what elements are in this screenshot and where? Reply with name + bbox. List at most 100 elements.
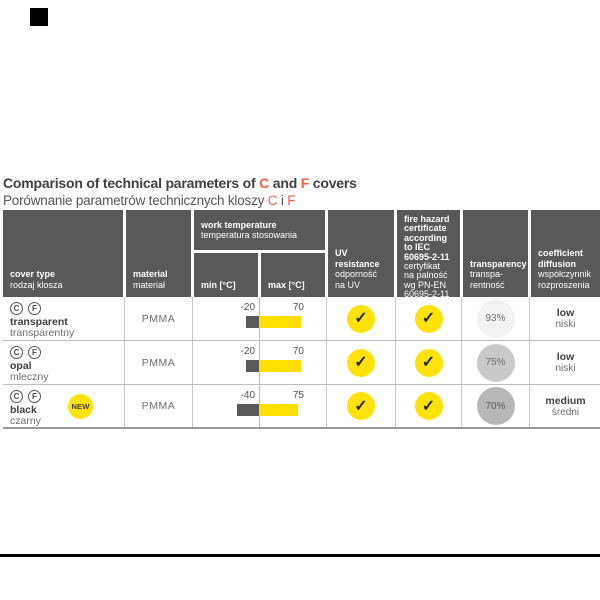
header-material-en: material bbox=[133, 269, 168, 279]
f-type-icon: F bbox=[28, 346, 41, 359]
cf-badges: C F bbox=[10, 302, 123, 315]
header-coefficient: coefficient diffusion współczynnik rozpr… bbox=[531, 210, 600, 297]
divider bbox=[326, 297, 327, 340]
uv-resistance-cell: ✓ bbox=[328, 341, 394, 384]
title-c: C bbox=[259, 175, 270, 191]
divider bbox=[192, 385, 193, 427]
header-transparency-pl: transpa- rentność bbox=[470, 269, 505, 290]
header-coefficient-en: coefficient diffusion bbox=[538, 248, 584, 269]
cf-badges: C F bbox=[10, 390, 123, 403]
uv-resistance-cell: ✓ bbox=[328, 385, 394, 427]
table-row-black: C F black czarny NEW PMMA -40 75 ✓ ✓ bbox=[3, 385, 600, 429]
cover-name-cell: C F opal mleczny bbox=[3, 341, 123, 384]
coefficient-en: medium bbox=[545, 394, 586, 407]
header-fire-certificate: fire hazard certificate according to IEC… bbox=[397, 210, 460, 300]
title-suffix: covers bbox=[309, 175, 357, 191]
cover-name-pl: czarny bbox=[10, 415, 41, 427]
header-coefficient-pl: współczynnik rozproszenia bbox=[538, 269, 592, 290]
table-row-transparent: C F transparent transparentny PMMA -20 7… bbox=[3, 297, 600, 341]
header-material-pl: materiał bbox=[133, 279, 166, 290]
temp-max-value: 70 bbox=[292, 346, 304, 357]
cover-name-en: opal bbox=[10, 360, 32, 372]
header-work-temperature-en: work temperature bbox=[201, 219, 277, 230]
work-temperature-cell: -40 75 bbox=[194, 385, 325, 427]
coefficient-en: low bbox=[556, 351, 575, 363]
header-fire-pl: certyfikat na palność wg PN-EN 60695-2-1… bbox=[404, 261, 450, 300]
temp-bar-min bbox=[246, 360, 259, 372]
cf-badges: C F bbox=[10, 346, 123, 359]
temp-min-value: -40 bbox=[240, 390, 255, 401]
divider bbox=[395, 385, 396, 427]
subtitle-f: F bbox=[287, 193, 296, 208]
comparison-table: cover type rodzaj klosza material materi… bbox=[3, 210, 600, 429]
bottom-rule bbox=[0, 554, 600, 557]
subtitle-mid: i bbox=[277, 193, 288, 208]
divider bbox=[529, 341, 530, 384]
header-temp-max: max [°C] bbox=[261, 253, 325, 297]
temp-max-value: 75 bbox=[292, 390, 304, 401]
header-transparency: transparency transpa- rentność bbox=[463, 210, 528, 297]
title-f: F bbox=[300, 175, 310, 191]
header-uv-resistance: UV resistance odporność na UV bbox=[328, 210, 394, 297]
temp-max-value: 70 bbox=[292, 302, 304, 313]
c-type-icon: C bbox=[10, 302, 23, 315]
coefficient-pl: średni bbox=[551, 406, 580, 418]
check-icon: ✓ bbox=[347, 392, 375, 420]
page-subtitle: Porównanie parametrów technicznych klosz… bbox=[3, 193, 597, 208]
divider bbox=[124, 385, 125, 427]
check-icon: ✓ bbox=[414, 392, 443, 420]
table-row-opal: C F opal mleczny PMMA -20 70 ✓ ✓ 75% bbox=[3, 341, 600, 385]
transparency-value: 93% bbox=[476, 299, 515, 338]
title-prefix: Comparison of technical parameters of bbox=[3, 175, 260, 191]
header-cover-type-en: cover type bbox=[10, 269, 56, 279]
coefficient-cell: low niski bbox=[531, 297, 600, 340]
corner-mark bbox=[30, 8, 48, 26]
cover-name-pl: transparentny bbox=[10, 327, 75, 339]
coefficient-cell: medium średni bbox=[531, 385, 600, 427]
divider bbox=[124, 297, 125, 340]
divider bbox=[461, 341, 462, 384]
work-temperature-cell: -20 70 bbox=[194, 297, 325, 340]
divider bbox=[529, 297, 530, 340]
cover-name-cell: C F transparent transparentny bbox=[3, 297, 123, 340]
f-type-icon: F bbox=[28, 302, 41, 315]
coefficient-en: low bbox=[556, 307, 575, 319]
divider bbox=[124, 341, 125, 384]
fire-certificate-cell: ✓ bbox=[397, 385, 460, 427]
coefficient-pl: niski bbox=[555, 363, 576, 374]
temp-bar-max bbox=[259, 404, 298, 416]
transparency-cell: 70% bbox=[463, 385, 528, 427]
new-badge: NEW bbox=[68, 394, 93, 419]
temp-min-value: -20 bbox=[240, 346, 255, 357]
temp-min-value: -20 bbox=[240, 302, 255, 313]
table-body: C F transparent transparentny PMMA -20 7… bbox=[3, 297, 600, 429]
check-icon: ✓ bbox=[414, 348, 443, 377]
coefficient-pl: niski bbox=[555, 319, 576, 330]
uv-resistance-cell: ✓ bbox=[328, 297, 394, 340]
check-icon: ✓ bbox=[347, 348, 375, 377]
transparency-value: 70% bbox=[476, 387, 515, 425]
header-material: material materiał bbox=[126, 210, 191, 297]
divider bbox=[192, 297, 193, 340]
transparency-value: 75% bbox=[476, 343, 515, 382]
subtitle-c: C bbox=[267, 193, 278, 208]
cover-name-cell: C F black czarny NEW bbox=[3, 385, 123, 427]
divider bbox=[461, 297, 462, 340]
temp-bar-max bbox=[259, 360, 301, 372]
subtitle-prefix: Porównanie parametrów technicznych klosz… bbox=[3, 193, 268, 208]
c-type-icon: C bbox=[10, 346, 23, 359]
header-transparency-en: transparency bbox=[470, 258, 527, 269]
material-cell: PMMA bbox=[141, 356, 176, 369]
header-cover-type-pl: rodzaj klosza bbox=[10, 279, 63, 290]
coefficient-cell: low niski bbox=[531, 341, 600, 384]
fire-certificate-cell: ✓ bbox=[397, 341, 460, 384]
c-type-icon: C bbox=[10, 390, 23, 403]
divider bbox=[326, 385, 327, 427]
transparency-cell: 75% bbox=[463, 341, 528, 384]
header-fire-en: fire hazard certificate according to IEC… bbox=[404, 214, 450, 262]
cover-name-en: black bbox=[10, 404, 37, 416]
work-temperature-cell: -20 70 bbox=[194, 341, 325, 384]
header-work-temperature: work temperature temperatura stosowania bbox=[194, 210, 325, 250]
divider bbox=[395, 341, 396, 384]
divider bbox=[461, 385, 462, 427]
